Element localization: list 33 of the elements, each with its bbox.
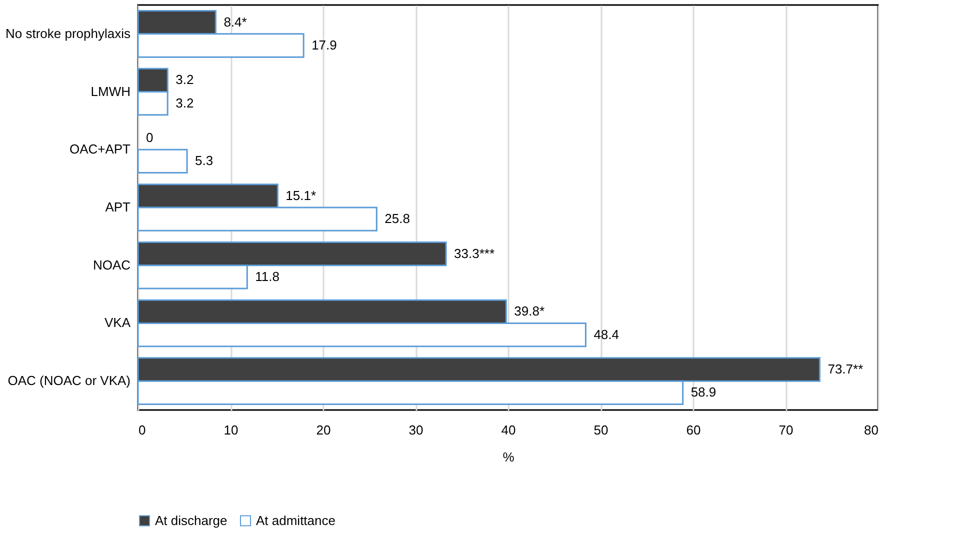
legend-label: At admittance [256, 512, 336, 528]
x-tick-label: 10 [224, 422, 238, 438]
data-label: 39.8* [514, 304, 545, 319]
y-tick-label: OAC (NOAC or VKA) [8, 373, 130, 388]
data-label: 58.9 [690, 384, 716, 400]
x-axis-title: % [502, 450, 515, 464]
y-tick-label: APT [105, 200, 131, 214]
data-label: 8.4* [224, 14, 247, 30]
x-tick-label: 20 [316, 422, 331, 438]
data-label: 73.7** [828, 362, 864, 376]
x-tick-label: 40 [501, 422, 516, 438]
data-label: 25.8 [384, 211, 410, 226]
data-label: 11.8 [255, 268, 280, 284]
y-tick-label: LMWH [90, 84, 130, 99]
y-tick-label: No stroke prophylaxis [6, 26, 131, 41]
x-tick-label: 70 [778, 422, 794, 438]
x-tick-label: 50 [594, 422, 608, 438]
data-label: 3.2 [176, 72, 194, 88]
x-tick-label: 60 [686, 422, 701, 438]
y-tick-label: OAC+APT [69, 142, 131, 157]
data-label: 17.9 [312, 38, 337, 52]
x-tick-label: 80 [864, 422, 878, 438]
data-label: 5.3 [195, 153, 214, 168]
data-label: 15.1* [286, 188, 316, 203]
data-label: 48.4 [594, 326, 620, 342]
legend-label: At discharge [155, 512, 228, 528]
y-tick-label: VKA [104, 315, 131, 330]
data-label: 3.2 [176, 95, 194, 110]
data-label: 33.3*** [454, 246, 495, 261]
y-tick-label: NOAC [92, 257, 130, 272]
x-tick-label: 30 [408, 422, 424, 438]
data-label: 0 [146, 130, 154, 146]
x-tick-label: 0 [138, 422, 146, 438]
